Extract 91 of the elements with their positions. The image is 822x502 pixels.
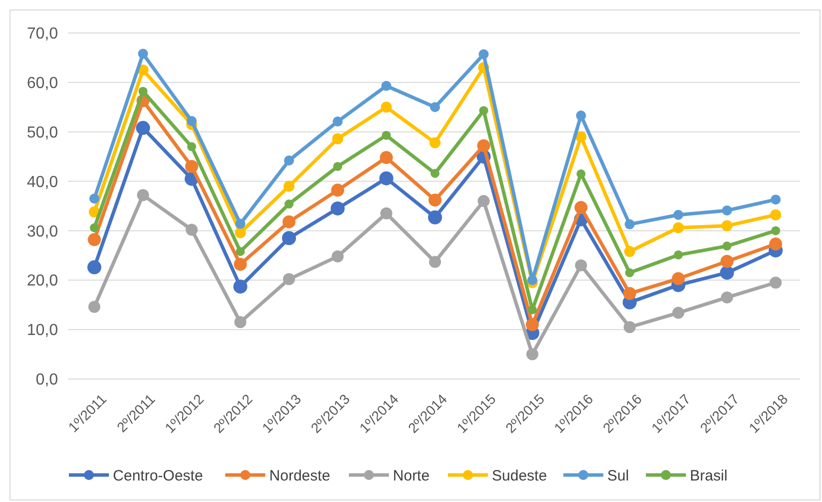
point	[90, 223, 99, 232]
point	[283, 273, 295, 286]
legend-label: Brasil	[690, 467, 728, 484]
point	[430, 137, 440, 148]
point	[380, 151, 393, 164]
point	[576, 131, 586, 142]
point	[234, 227, 246, 238]
point	[185, 160, 198, 173]
point	[332, 250, 344, 262]
point	[722, 205, 732, 216]
point	[770, 194, 781, 205]
point	[381, 80, 392, 91]
point	[624, 321, 636, 334]
point	[574, 200, 588, 214]
point	[380, 102, 392, 113]
point	[576, 169, 586, 178]
point	[672, 272, 685, 286]
point	[332, 116, 343, 126]
point	[136, 120, 150, 135]
point	[527, 275, 538, 286]
point	[720, 266, 734, 280]
point	[187, 142, 196, 152]
point	[137, 189, 149, 202]
point	[428, 194, 442, 207]
y-tick-label: 50,0	[26, 124, 58, 142]
point	[138, 86, 148, 96]
y-tick-label: 20,0	[26, 272, 58, 290]
point	[284, 200, 294, 209]
point	[332, 133, 344, 144]
point	[89, 194, 100, 204]
point	[428, 210, 442, 224]
point	[430, 168, 440, 178]
point	[770, 209, 782, 220]
point	[526, 318, 539, 332]
point	[88, 233, 101, 246]
point	[331, 184, 344, 197]
y-tick-label: 70,0	[26, 26, 58, 43]
point	[624, 246, 636, 257]
point	[771, 226, 780, 236]
point	[672, 222, 684, 234]
point	[672, 306, 684, 319]
point	[722, 242, 732, 251]
point	[575, 259, 587, 272]
y-tick-label: 60,0	[26, 75, 58, 92]
point	[282, 231, 296, 246]
point	[234, 316, 246, 328]
point	[138, 48, 148, 59]
y-tick-label: 30,0	[26, 223, 58, 240]
point	[770, 276, 782, 289]
point	[478, 49, 489, 60]
point	[235, 218, 246, 229]
legend-label: Sul	[607, 467, 629, 484]
point	[429, 256, 441, 268]
point	[380, 207, 392, 220]
point	[284, 156, 294, 166]
point	[479, 106, 488, 116]
y-tick-label: 0,0	[36, 372, 58, 389]
point	[624, 219, 635, 230]
point	[528, 305, 537, 314]
point	[234, 258, 247, 271]
point	[186, 116, 197, 126]
point	[233, 280, 248, 294]
point	[769, 238, 782, 251]
point	[186, 224, 198, 236]
point	[382, 130, 391, 140]
y-tick-label: 40,0	[26, 174, 58, 191]
point	[333, 162, 342, 171]
point	[722, 220, 732, 232]
point	[576, 110, 586, 121]
legend-label: Sudeste	[492, 467, 547, 484]
point	[87, 260, 102, 274]
point	[430, 102, 440, 112]
point	[623, 286, 636, 300]
point	[379, 171, 394, 186]
point	[673, 210, 684, 220]
point	[282, 215, 296, 228]
legend-label: Norte	[392, 467, 430, 484]
point	[284, 180, 294, 192]
point	[526, 348, 538, 360]
point	[674, 250, 683, 260]
point	[720, 254, 734, 268]
point	[88, 300, 100, 313]
point	[625, 268, 634, 278]
point	[330, 201, 345, 216]
point	[236, 246, 245, 256]
point	[721, 291, 733, 304]
y-tick-label: 10,0	[26, 322, 58, 340]
legend-label: Centro-Oeste	[112, 467, 203, 484]
point	[478, 195, 490, 208]
point	[477, 139, 490, 152]
legend-label: Nordeste	[269, 467, 330, 484]
